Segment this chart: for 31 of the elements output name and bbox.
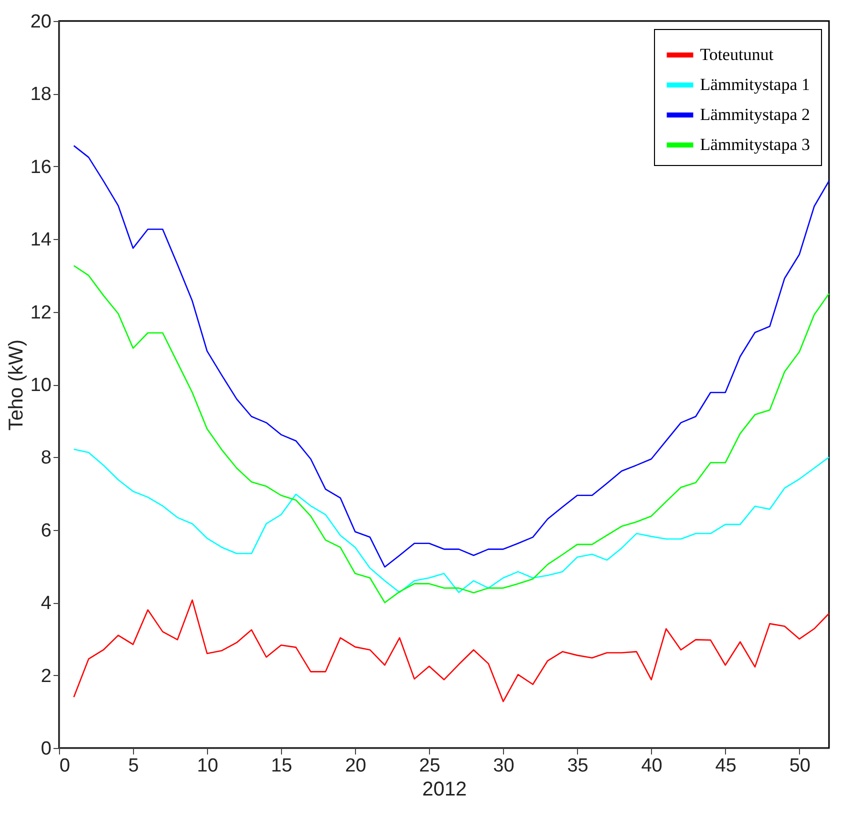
line-series — [73, 599, 830, 702]
legend-label: Lämmitystapa 1 — [700, 75, 810, 94]
x-tick-label: 15 — [271, 756, 292, 776]
y-tick-label: 2 — [40, 666, 52, 687]
x-tick-label: 20 — [345, 756, 366, 776]
y-tick-label: 12 — [30, 302, 52, 324]
x-axis-title: 2012 — [422, 778, 467, 800]
legend-label: Toteutunut — [700, 45, 774, 64]
x-tick-label: 25 — [419, 756, 440, 776]
y-tick-label: 0 — [40, 738, 52, 760]
y-tick-label: 6 — [40, 520, 52, 542]
x-tick-label: 50 — [789, 756, 810, 776]
line-series — [73, 264, 830, 604]
line-series — [73, 448, 830, 594]
y-tick-label: 16 — [30, 156, 52, 178]
y-tick-label: 18 — [30, 84, 52, 106]
x-tick-label: 40 — [641, 756, 662, 776]
x-tick-label: 0 — [60, 756, 70, 776]
x-tick-label: 30 — [493, 756, 514, 776]
legend-label: Lämmitystapa 3 — [700, 135, 810, 154]
x-tick-label: 5 — [128, 756, 139, 776]
y-axis-title: Teho (kW) — [5, 339, 28, 431]
y-tick-label: 20 — [30, 12, 52, 32]
y-tick-label: 8 — [40, 448, 52, 469]
y-tick-label: 14 — [30, 230, 52, 251]
y-tick-label: 10 — [30, 375, 52, 396]
y-tick-label: 4 — [40, 593, 52, 614]
x-tick-label: 45 — [715, 756, 736, 776]
legend-label: Lämmitystapa 2 — [700, 105, 810, 124]
x-tick-label: 35 — [567, 756, 588, 776]
x-tick-label: 10 — [197, 756, 218, 776]
